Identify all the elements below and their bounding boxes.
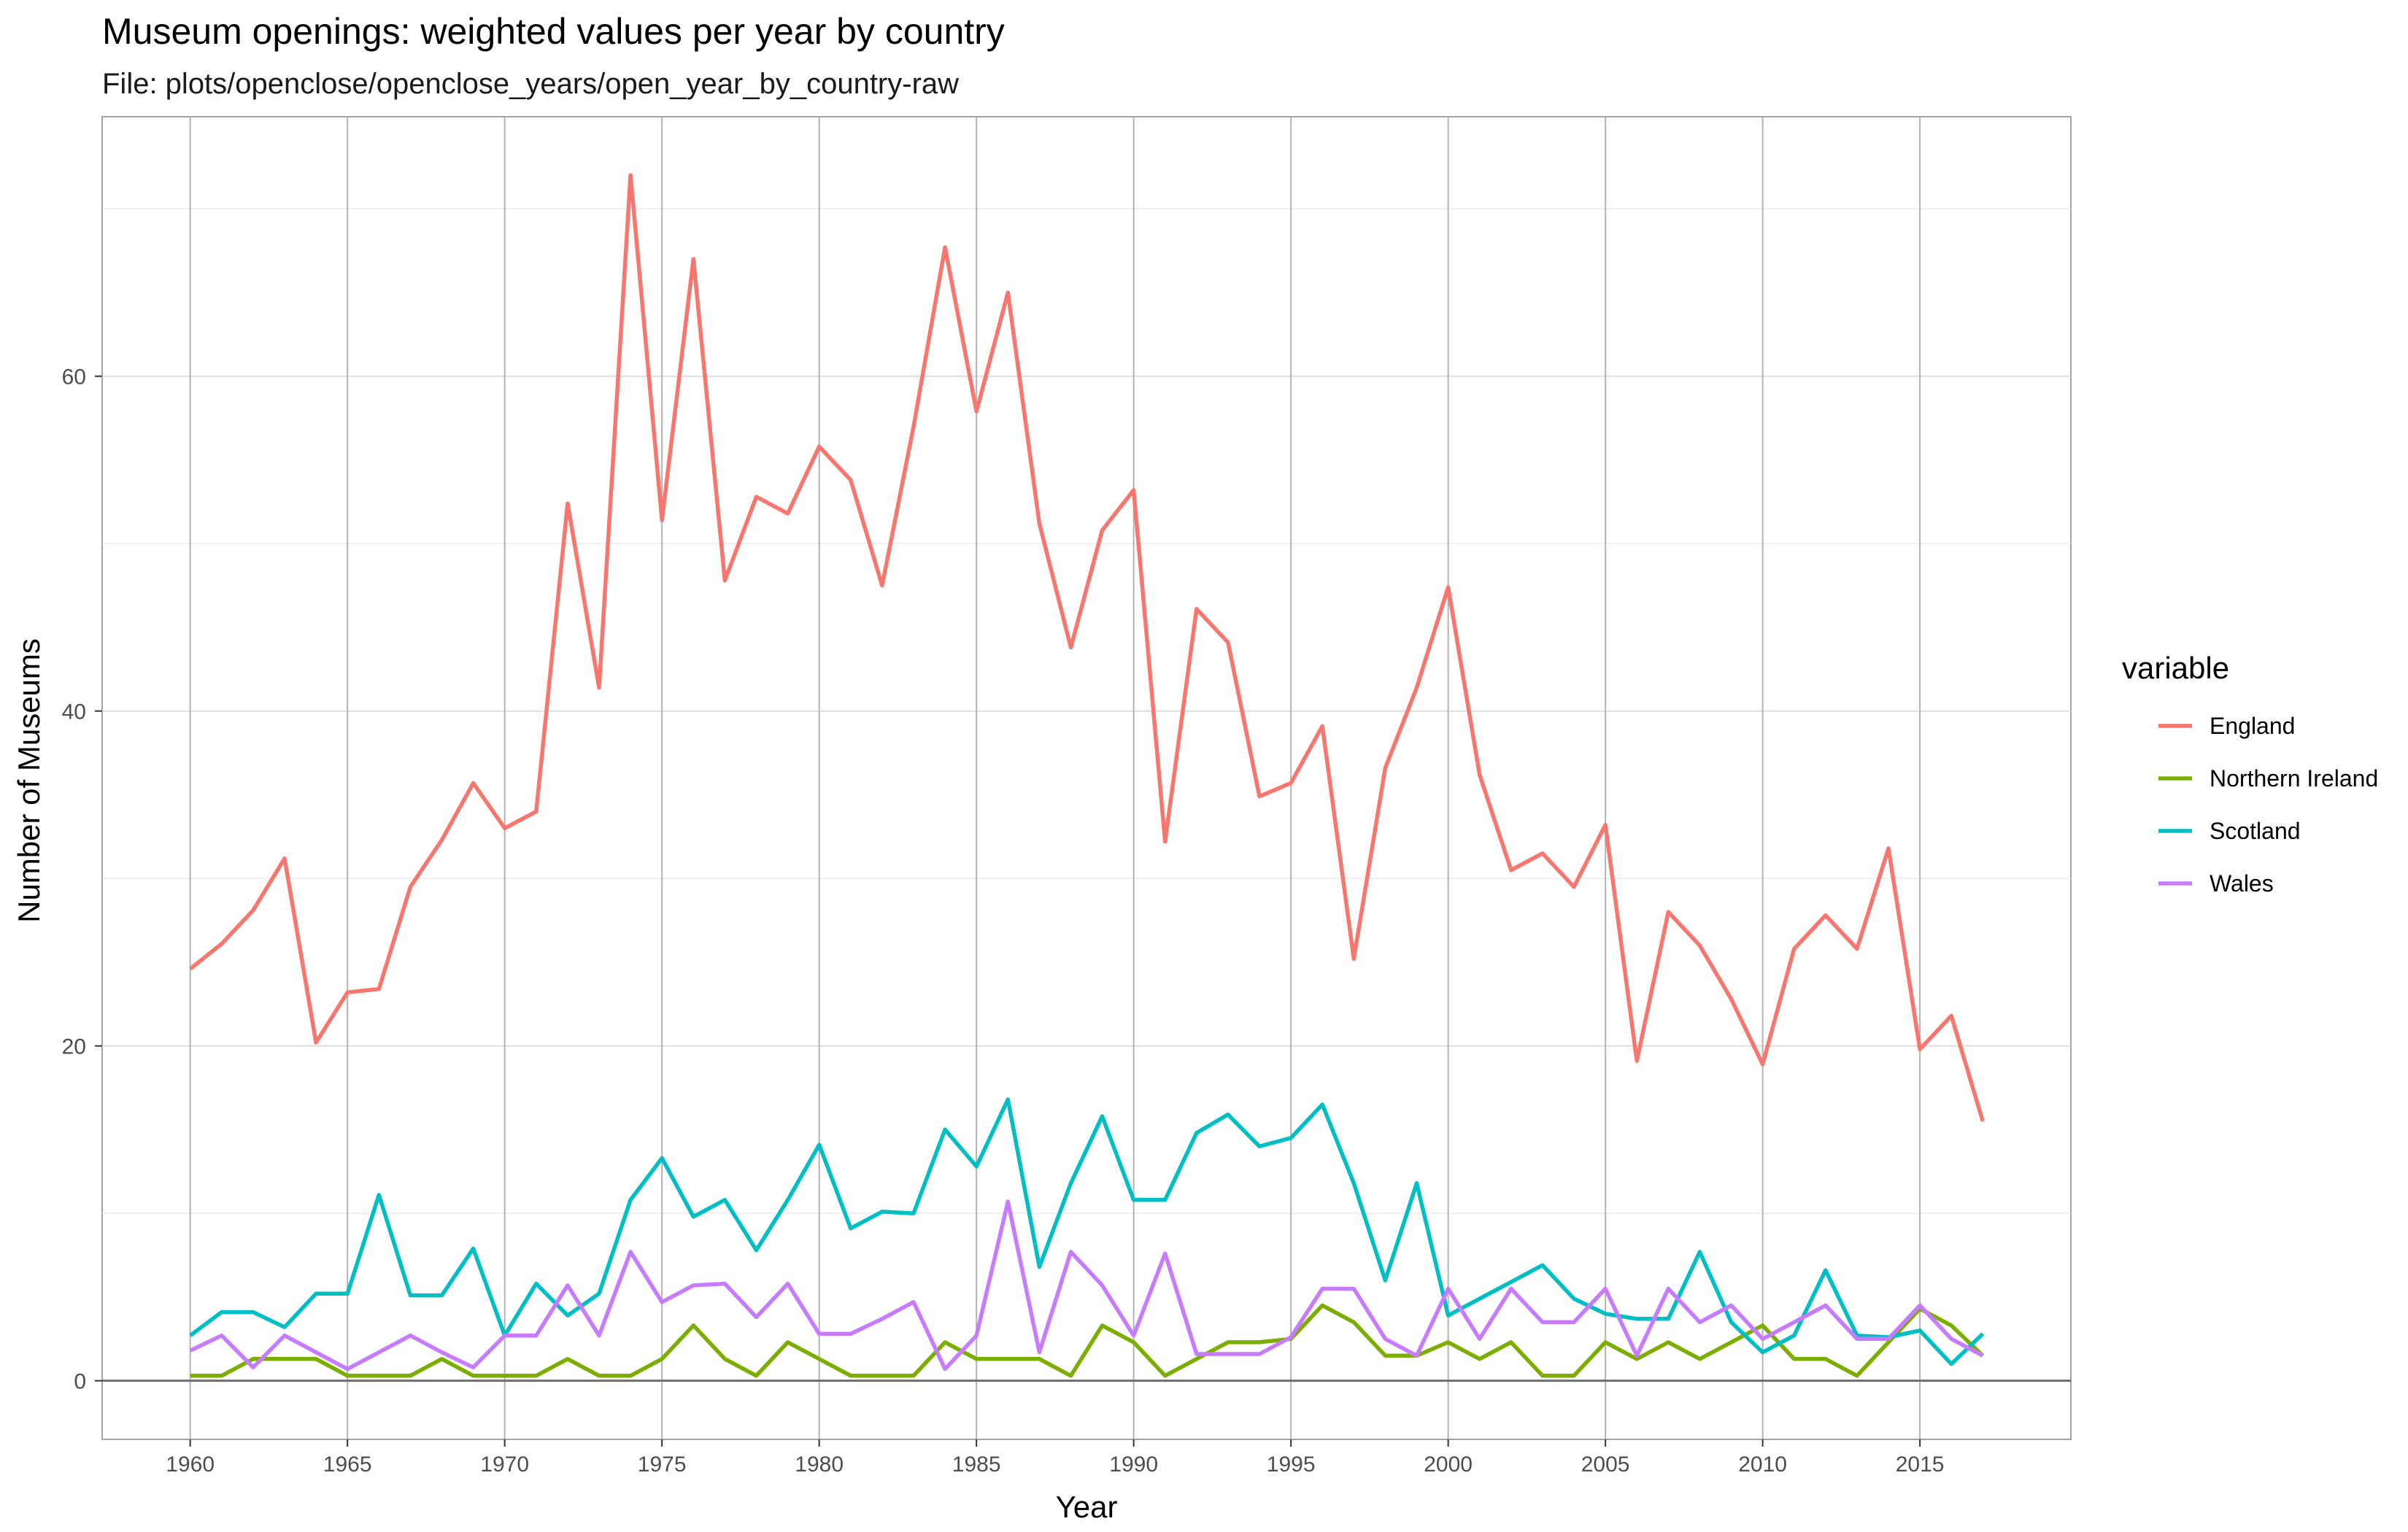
x-tick-label: 1985 bbox=[952, 1452, 1001, 1477]
x-axis-title: Year bbox=[1056, 1490, 1118, 1524]
x-tick-label: 1965 bbox=[323, 1452, 372, 1477]
legend: variable England Northern Ireland Scotland… bbox=[2122, 651, 2378, 897]
x-tick-label: 2000 bbox=[1424, 1452, 1473, 1477]
series-line-scotland bbox=[189, 1097, 1985, 1366]
legend-label: Wales bbox=[2210, 870, 2274, 897]
y-tick-label: 60 bbox=[62, 365, 86, 390]
legend-label: Scotland bbox=[2210, 818, 2301, 844]
x-tick-label: 1995 bbox=[1267, 1452, 1316, 1477]
y-tick-label: 0 bbox=[74, 1370, 86, 1394]
x-tick-label: 1975 bbox=[638, 1452, 687, 1477]
legend-title: variable bbox=[2122, 651, 2229, 685]
plot-panel bbox=[101, 116, 2072, 1440]
chart-subtitle: File: plots/openclose/openclose_years/op… bbox=[102, 68, 959, 100]
x-tick-label: 1990 bbox=[1109, 1452, 1158, 1477]
series-line-northern-ireland bbox=[190, 1303, 1985, 1378]
x-axis: 1960 1965 1970 1975 1980 1985 1990 1995 2000 2005… bbox=[166, 1439, 1944, 1477]
x-tick-label: 1980 bbox=[795, 1452, 844, 1477]
legend-label: Northern Ireland bbox=[2210, 765, 2378, 792]
chart-title: Museum openings: weighted values per yea… bbox=[102, 11, 1005, 52]
y-axis: 0 20 40 60 bbox=[62, 365, 102, 1394]
plot-border bbox=[101, 116, 2072, 1440]
x-tick-label: 2015 bbox=[1896, 1452, 1945, 1477]
x-tick-label: 1960 bbox=[166, 1452, 215, 1477]
y-axis-title: Number of Museums bbox=[12, 638, 46, 923]
series-line-england bbox=[188, 173, 1985, 1122]
y-tick-label: 20 bbox=[62, 1035, 86, 1059]
y-tick-label: 40 bbox=[62, 700, 86, 724]
legend-label: England bbox=[2210, 713, 2295, 739]
x-tick-label: 2005 bbox=[1581, 1452, 1630, 1477]
x-tick-label: 2010 bbox=[1738, 1452, 1787, 1477]
x-tick-label: 1970 bbox=[480, 1452, 529, 1477]
series-line-wales bbox=[189, 1199, 1984, 1372]
